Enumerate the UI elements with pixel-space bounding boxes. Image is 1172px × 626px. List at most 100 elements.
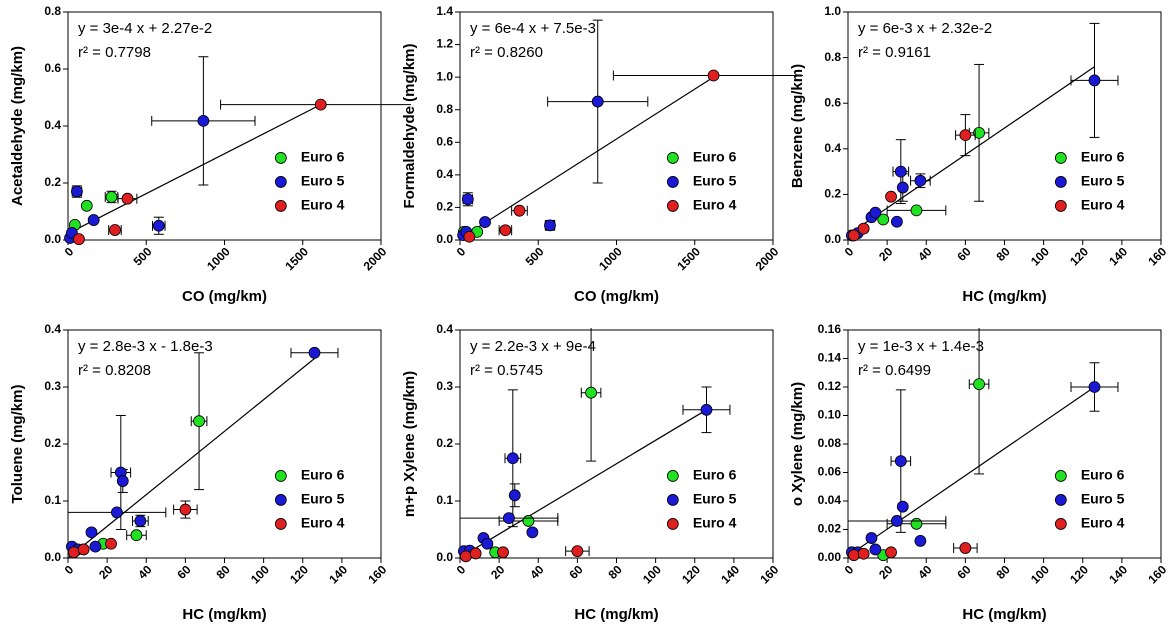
x-tick-label: 1000 — [596, 244, 625, 273]
x-axis-label: CO (mg/km) — [574, 288, 659, 305]
point — [308, 346, 321, 359]
y-axis-label: o Xylene (mg/km) — [789, 382, 806, 506]
y-tick-label: 0.08 — [818, 436, 842, 450]
point — [869, 206, 882, 219]
x-tick-label: 80 — [214, 562, 234, 582]
legend-marker — [1054, 518, 1067, 530]
x-tick-label: 80 — [994, 562, 1014, 582]
point — [847, 229, 860, 242]
trend-line — [459, 409, 707, 559]
x-tick-label: 160 — [365, 562, 389, 586]
point — [197, 114, 210, 127]
y-tick-label: 0.2 — [436, 436, 453, 450]
x-tick-label: 0 — [62, 244, 77, 259]
x-tick-label: 160 — [1145, 244, 1169, 268]
trend-line — [847, 386, 1095, 557]
point — [973, 126, 985, 139]
y-tick-label: 0.04 — [818, 493, 842, 507]
y-tick-label: 0.0 — [824, 232, 841, 246]
point — [700, 403, 713, 416]
point — [105, 537, 117, 550]
y-tick-label: 0.3 — [436, 379, 453, 393]
point — [571, 545, 584, 558]
legend-marker — [666, 470, 679, 482]
point — [71, 185, 83, 198]
legend-label: Euro 5 — [693, 491, 737, 507]
y-axis-label: Benzene (mg/km) — [789, 64, 806, 188]
legend-label: Euro 6 — [1081, 467, 1125, 483]
point — [481, 537, 494, 550]
y-tick-label: 0.02 — [818, 522, 842, 536]
x-tick-label: 1500 — [674, 244, 703, 273]
y-tick-label: 0.4 — [436, 167, 453, 181]
y-axis-label: m+p Xylene (mg/km) — [401, 371, 418, 517]
x-tick-label: 20 — [96, 562, 116, 582]
x-tick-label: 500 — [523, 244, 547, 268]
x-tick-label: 120 — [679, 562, 703, 586]
legend-marker — [274, 200, 287, 212]
point — [111, 506, 123, 519]
point — [1088, 74, 1101, 87]
point — [877, 213, 890, 226]
x-tick-label: 2000 — [753, 244, 782, 273]
point — [152, 219, 165, 232]
x-tick-label: 100 — [1028, 562, 1052, 586]
x-tick-label: 140 — [1106, 562, 1130, 586]
point — [193, 415, 205, 428]
x-tick-label: 160 — [757, 562, 781, 586]
x-tick-label: 0 — [454, 562, 469, 577]
trend-line — [67, 358, 315, 559]
point — [885, 190, 897, 203]
y-tick-label: 0.2 — [824, 187, 841, 201]
x-tick-label: 40 — [527, 562, 547, 582]
legend-label: Euro 5 — [301, 173, 345, 189]
point — [105, 191, 118, 203]
point — [896, 181, 909, 194]
legend-marker — [1054, 494, 1067, 506]
point — [522, 515, 535, 527]
y-tick-label: 1.4 — [436, 4, 453, 18]
y-tick-label: 1.0 — [824, 4, 841, 18]
point — [857, 547, 870, 560]
point — [508, 489, 521, 502]
legend-label: Euro 4 — [1081, 197, 1125, 213]
y-tick-label: 0.12 — [818, 379, 842, 393]
x-tick-label: 40 — [915, 562, 935, 582]
x-tick-label: 120 — [287, 562, 311, 586]
x-tick-label: 1000 — [204, 244, 233, 273]
point — [973, 378, 985, 391]
r-squared: r² = 0.6499 — [858, 362, 931, 379]
legend-marker — [1054, 470, 1067, 482]
x-tick-label: 100 — [248, 562, 272, 586]
legend-label: Euro 4 — [301, 197, 345, 213]
legend-marker — [666, 152, 679, 164]
point — [959, 542, 972, 554]
x-tick-label: 1500 — [282, 244, 311, 273]
x-tick-label: 40 — [135, 562, 155, 582]
point — [499, 224, 512, 237]
r-squared: r² = 0.7798 — [78, 44, 151, 61]
legend-marker — [666, 200, 679, 212]
y-tick-label: 0.2 — [44, 175, 61, 189]
x-tick-label: 100 — [1028, 244, 1052, 268]
point — [479, 216, 491, 228]
y-tick-label: 0.06 — [818, 465, 842, 479]
legend-marker — [1054, 152, 1067, 164]
x-tick-label: 60 — [954, 562, 974, 582]
point — [469, 547, 482, 560]
x-tick-label: 0 — [842, 244, 857, 259]
x-axis-label: CO (mg/km) — [182, 288, 267, 305]
legend-label: Euro 6 — [693, 149, 737, 165]
point — [910, 204, 923, 217]
legend-marker — [274, 176, 287, 188]
x-tick-label: 140 — [1106, 244, 1130, 268]
point — [847, 549, 860, 562]
legend-label: Euro 5 — [1081, 491, 1125, 507]
point — [503, 512, 515, 524]
y-tick-label: 0.2 — [436, 200, 453, 214]
point — [591, 95, 604, 108]
x-axis-label: HC (mg/km) — [182, 606, 266, 623]
point — [85, 526, 98, 539]
point — [134, 515, 147, 527]
